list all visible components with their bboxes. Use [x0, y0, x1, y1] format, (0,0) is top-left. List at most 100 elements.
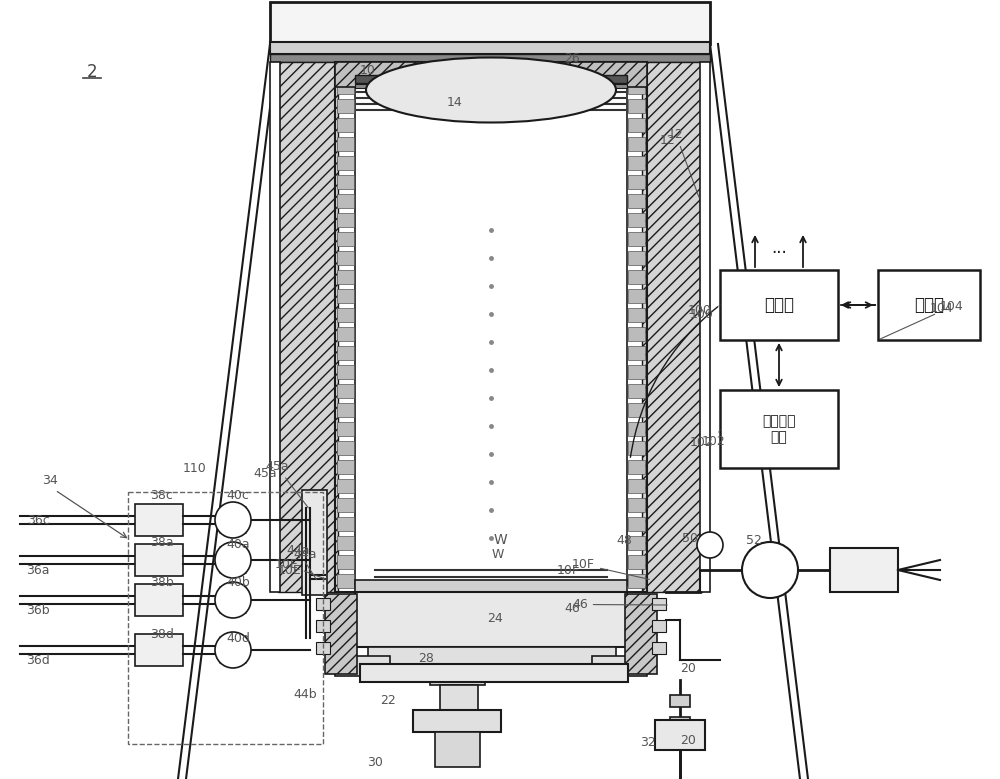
Bar	[628, 346, 645, 360]
Bar	[337, 99, 354, 113]
Text: 40a: 40a	[226, 538, 250, 552]
Bar	[625, 594, 657, 674]
Bar	[316, 642, 330, 654]
Bar	[337, 137, 354, 151]
Bar	[642, 62, 702, 592]
Text: 38d: 38d	[150, 629, 174, 641]
Bar	[337, 327, 354, 341]
Bar	[128, 492, 323, 744]
Bar	[316, 598, 330, 610]
Bar	[302, 490, 327, 595]
Text: 44b: 44b	[293, 689, 317, 702]
Bar	[628, 308, 645, 322]
Bar	[337, 422, 354, 436]
Text: 40c: 40c	[227, 488, 249, 502]
Bar	[135, 634, 183, 666]
Bar	[628, 498, 645, 512]
Text: 38c: 38c	[151, 488, 173, 502]
Bar	[720, 270, 838, 340]
Bar	[355, 592, 627, 647]
Bar	[368, 647, 616, 665]
Bar	[270, 2, 710, 44]
Bar	[655, 720, 705, 750]
Bar	[628, 194, 645, 208]
Text: 38a: 38a	[150, 537, 174, 549]
Bar	[628, 460, 645, 474]
Text: 28: 28	[418, 651, 434, 664]
Circle shape	[215, 582, 251, 618]
Bar	[135, 504, 183, 536]
Bar	[628, 422, 645, 436]
Bar	[337, 536, 354, 550]
Text: 10E: 10E	[278, 563, 302, 576]
Text: 46: 46	[564, 601, 580, 615]
Bar	[337, 384, 354, 398]
Bar	[700, 62, 710, 592]
Text: 20: 20	[680, 734, 696, 746]
Text: 36a: 36a	[26, 563, 50, 576]
Bar	[135, 584, 183, 616]
Bar	[628, 270, 645, 284]
Bar	[335, 62, 647, 592]
Bar	[628, 555, 645, 569]
Text: 104: 104	[881, 300, 964, 339]
Bar	[628, 384, 645, 398]
Text: 10: 10	[360, 64, 376, 76]
Bar	[413, 710, 501, 732]
Bar	[628, 251, 645, 265]
Text: W: W	[493, 533, 507, 547]
Text: 102: 102	[702, 430, 726, 448]
Bar	[337, 118, 354, 132]
Bar	[628, 479, 645, 493]
Text: 40b: 40b	[226, 576, 250, 590]
Circle shape	[215, 542, 251, 578]
Bar	[355, 580, 627, 592]
Bar	[337, 517, 354, 531]
Text: 48: 48	[616, 534, 632, 547]
Bar	[337, 156, 354, 170]
Ellipse shape	[366, 58, 616, 122]
Bar	[628, 118, 645, 132]
Bar	[270, 54, 710, 62]
Text: 45a: 45a	[265, 460, 308, 508]
Bar	[355, 75, 627, 83]
Bar	[628, 213, 645, 227]
Bar	[830, 548, 898, 592]
Bar	[628, 327, 645, 341]
Bar	[355, 75, 627, 585]
Bar	[592, 656, 647, 676]
Text: 24: 24	[487, 612, 503, 625]
Bar	[720, 390, 838, 468]
Text: 36d: 36d	[26, 654, 50, 667]
Bar	[337, 270, 354, 284]
Bar	[652, 620, 666, 632]
Circle shape	[697, 532, 723, 558]
Text: 50: 50	[682, 531, 698, 545]
Bar	[355, 84, 627, 88]
Bar	[628, 365, 645, 379]
Bar	[335, 656, 390, 676]
Bar	[337, 403, 354, 417]
Bar	[628, 536, 645, 550]
Text: 34: 34	[42, 474, 58, 487]
Bar	[337, 365, 354, 379]
Text: W: W	[492, 548, 504, 562]
Text: 45a: 45a	[253, 467, 277, 480]
Bar	[337, 232, 354, 246]
Bar	[628, 517, 645, 531]
Circle shape	[215, 632, 251, 668]
Text: 10F: 10F	[556, 563, 580, 576]
Text: ...: ...	[771, 239, 787, 257]
Bar	[628, 156, 645, 170]
Bar	[337, 479, 354, 493]
Bar	[878, 270, 980, 340]
Bar	[628, 289, 645, 303]
Text: 44a: 44a	[293, 548, 317, 562]
Text: 控制器: 控制器	[764, 296, 794, 314]
Bar	[335, 62, 647, 87]
Circle shape	[215, 502, 251, 538]
Text: 40d: 40d	[226, 632, 250, 644]
Bar	[360, 664, 628, 682]
Bar	[628, 441, 645, 455]
Text: 输入输出
装置: 输入输出 装置	[762, 414, 796, 444]
